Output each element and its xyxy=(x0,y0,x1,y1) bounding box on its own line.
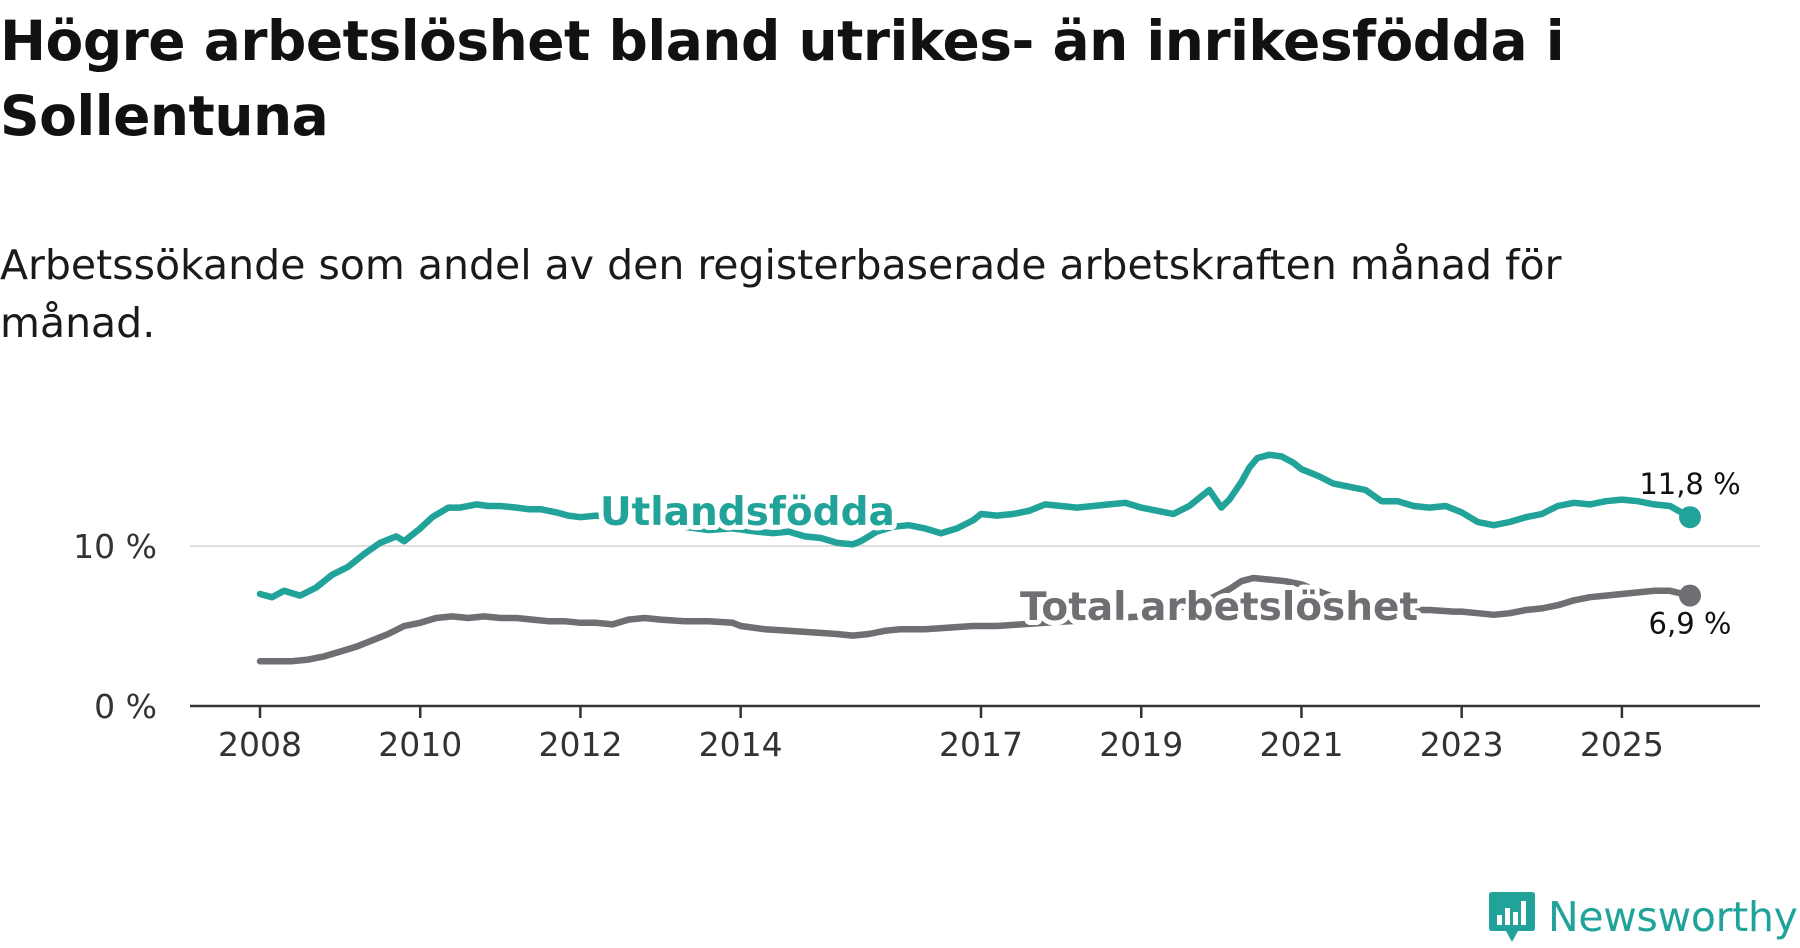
series-end-label: 6,9 % xyxy=(1649,607,1732,641)
series-line-utlandsfodda xyxy=(256,451,1694,601)
x-tick-label: 2023 xyxy=(1420,725,1504,764)
x-tick-label: 2017 xyxy=(939,725,1023,764)
series-end-point xyxy=(1679,506,1701,529)
newsworthy-brand: Newsworthy xyxy=(1488,888,1798,946)
series-line-total xyxy=(256,574,1694,665)
y-axis-ticks: 0 % 10 % xyxy=(73,527,157,726)
series-name-label: Utlandsfödda xyxy=(600,490,895,535)
x-axis-ticks: 2008 2010 2012 2014 2017 2019 2021 2023 2025 xyxy=(218,706,1664,764)
series-labels: 11,8 % Utlandsfödda 6,9 % Total arbetslöshe… xyxy=(595,467,1741,641)
series-name-label: Total arbetslöshet xyxy=(1020,585,1418,630)
y-tick-label: 10 % xyxy=(73,527,157,566)
chart-subtitle: Arbetssökande som andel av den registerb… xyxy=(0,241,1562,347)
x-tick-label: 2010 xyxy=(378,725,462,764)
x-tick-label: 2012 xyxy=(538,725,622,764)
series-end-point xyxy=(1679,584,1701,607)
y-tick-label: 0 % xyxy=(94,687,157,726)
chart-title: Högre arbetslöshet bland utrikes- än inr… xyxy=(0,9,1565,148)
x-tick-label: 2021 xyxy=(1259,725,1343,764)
x-tick-label: 2025 xyxy=(1580,725,1664,764)
brand-name: Newsworthy xyxy=(1548,893,1798,941)
newsworthy-logo-icon xyxy=(1489,892,1535,942)
x-tick-label: 2014 xyxy=(699,725,783,764)
x-tick-label: 2019 xyxy=(1099,725,1183,764)
series-lines xyxy=(256,451,1701,665)
series-end-label: 11,8 % xyxy=(1639,467,1740,501)
gridlines xyxy=(190,545,1760,708)
x-tick-label: 2008 xyxy=(218,725,302,764)
